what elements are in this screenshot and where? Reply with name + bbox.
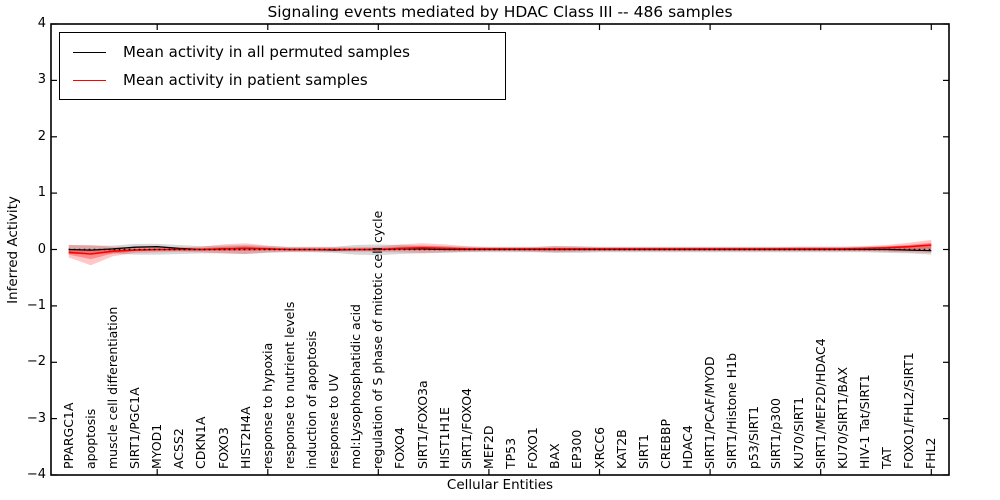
x-category-label: regulation of S phase of mitotic cell cy… bbox=[370, 210, 386, 469]
x-category-label: CDKN1A bbox=[193, 416, 209, 469]
x-category-label: apoptosis bbox=[82, 408, 98, 469]
x-category-label: SIRT1/FOXO4 bbox=[458, 388, 474, 469]
y-tick-label: 2 bbox=[37, 128, 46, 144]
x-category-label: FHL2 bbox=[923, 437, 939, 469]
chart-title: Signaling events mediated by HDAC Class … bbox=[267, 3, 733, 21]
x-category-label: TAT bbox=[879, 447, 895, 469]
legend-label: Mean activity in patient samples bbox=[123, 71, 368, 89]
y-tick-label: 4 bbox=[37, 16, 46, 31]
y-tick-label: 3 bbox=[37, 72, 46, 88]
x-category-label: FOXO3 bbox=[215, 427, 231, 469]
x-category-label: EP300 bbox=[569, 429, 585, 469]
x-category-label: SIRT1/Histone H1b bbox=[724, 352, 740, 469]
y-tick-label: −4 bbox=[26, 467, 46, 482]
legend-entry-permuted: Mean activity in all permuted samples bbox=[60, 43, 505, 61]
x-category-label: TP53 bbox=[503, 437, 519, 469]
x-category-label: SIRT1/PGC1A bbox=[127, 387, 143, 469]
x-category-label: HIST1H1E bbox=[436, 407, 452, 469]
x-category-label: FOXO1 bbox=[525, 427, 541, 469]
x-category-label: KU70/SIRT1/BAX bbox=[834, 366, 850, 469]
x-category-label: response to hypoxia bbox=[259, 342, 275, 469]
x-category-label: SIRT1/MEF2D/HDAC4 bbox=[812, 338, 828, 469]
x-axis-label: Cellular Entities bbox=[446, 477, 554, 493]
x-category-label: PPARGC1A bbox=[60, 402, 76, 469]
y-tick-label: −2 bbox=[26, 354, 46, 370]
x-category-label: response to nutrient levels bbox=[281, 301, 297, 469]
patient-std-band bbox=[68, 239, 932, 266]
y-tick-label: −1 bbox=[26, 297, 46, 313]
x-category-label: HIST2H4A bbox=[237, 406, 253, 469]
x-category-label: SIRT1 bbox=[635, 434, 651, 469]
x-category-label: MYOD1 bbox=[149, 423, 165, 469]
x-category-label: muscle cell differentiation bbox=[104, 306, 120, 469]
x-category-label: SIRT1/FOXO3a bbox=[414, 380, 430, 469]
x-category-label: FOXO4 bbox=[392, 427, 408, 469]
x-category-label: HDAC4 bbox=[680, 425, 695, 469]
x-category-label: KU70/SIRT1 bbox=[790, 396, 806, 469]
x-category-label: CREBBP bbox=[657, 419, 673, 469]
x-category-label: p53/SIRT1 bbox=[746, 405, 762, 469]
x-category-label: ACSS2 bbox=[171, 428, 187, 469]
x-category-label: mol:Lysophosphatidic acid bbox=[348, 304, 364, 469]
patient-std-band-inner bbox=[68, 242, 932, 260]
y-tick-label: −3 bbox=[26, 410, 46, 426]
y-tick-label: 1 bbox=[37, 185, 46, 201]
x-category-label: SIRT1/PCAF/MYOD bbox=[702, 356, 718, 469]
legend-label: Mean activity in all permuted samples bbox=[123, 43, 410, 61]
legend-entry-patient: Mean activity in patient samples bbox=[60, 71, 505, 89]
x-category-label: SIRT1/p300 bbox=[768, 398, 784, 469]
x-category-label: induction of apoptosis bbox=[303, 330, 319, 469]
x-category-label: KAT2B bbox=[613, 429, 629, 469]
legend-line-sample-black bbox=[73, 51, 106, 53]
x-category-label: BAX bbox=[547, 443, 563, 469]
x-category-label: response to UV bbox=[326, 374, 342, 469]
y-tick-label: 0 bbox=[37, 241, 46, 257]
x-category-label: FOXO1/FHL2/SIRT1 bbox=[901, 352, 917, 469]
x-category-label: HIV-1 Tat/SIRT1 bbox=[856, 374, 872, 469]
x-category-label: MEF2D bbox=[480, 425, 496, 469]
legend-line-sample-red bbox=[73, 79, 106, 81]
x-category-label: XRCC6 bbox=[591, 426, 607, 469]
legend: Mean activity in all permuted samples Me… bbox=[59, 32, 506, 100]
